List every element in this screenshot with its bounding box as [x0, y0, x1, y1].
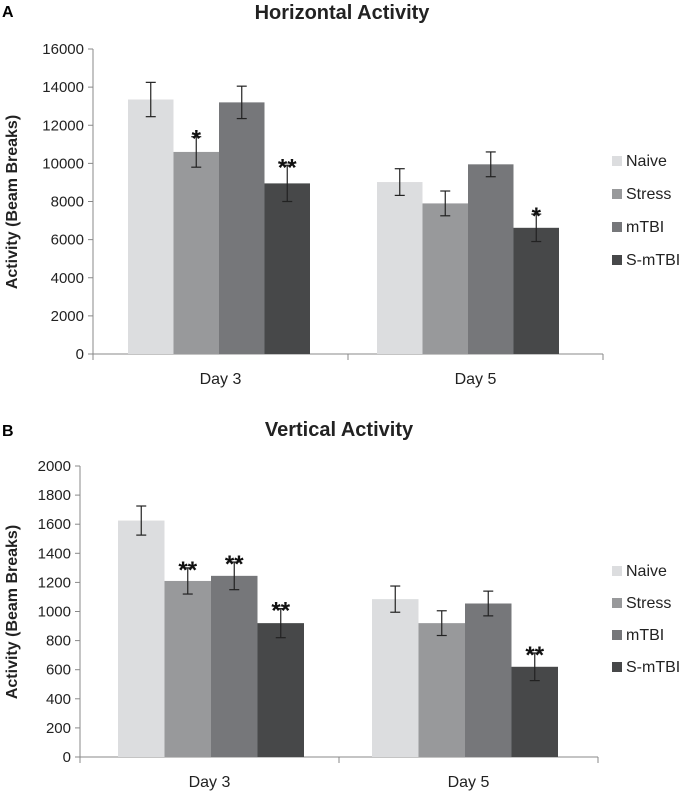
bar-stress-day3	[164, 580, 211, 757]
bar-s-mtbi-day3	[264, 183, 310, 354]
panel-b-vertical-activity: B Vertical Activity Activity (Beam Break…	[2, 419, 680, 791]
bar-naive-day5	[377, 182, 423, 354]
y-tick-label: 12000	[42, 117, 84, 134]
y-tick-label: 4000	[51, 270, 84, 287]
bar-naive-day3	[118, 520, 165, 757]
chart-title-vertical: Vertical Activity	[265, 419, 414, 441]
y-tick-label: 1800	[38, 487, 71, 504]
significance-marker: **	[278, 154, 297, 181]
bar-naive-day3	[128, 99, 174, 354]
legend-swatch-s-mtbi	[612, 662, 622, 672]
y-axis-label-vertical: Activity (Beam Breaks)	[4, 525, 21, 699]
y-tick-label: 600	[46, 662, 71, 679]
legend-swatch-s-mtbi	[612, 255, 622, 265]
x-category-label: Day 3	[200, 371, 242, 388]
panel-a-horizontal-activity: A Horizontal Activity Activity (Beam Bre…	[2, 2, 680, 388]
bar-stress-day5	[422, 203, 468, 354]
legend-swatch-naive	[612, 156, 622, 166]
legend-label-naive: Naive	[626, 153, 667, 170]
legend-swatch-mtbi	[612, 222, 622, 232]
y-tick-label: 400	[46, 691, 71, 708]
legend-label-stress: Stress	[626, 595, 671, 612]
x-category-label: Day 5	[448, 774, 490, 791]
legend-label-mtbi: mTBI	[626, 627, 664, 644]
legend-label-stress: Stress	[626, 186, 671, 203]
y-tick-label: 14000	[42, 79, 84, 96]
y-tick-label: 10000	[42, 155, 84, 172]
significance-marker: **	[225, 551, 244, 578]
legend-label-mtbi: mTBI	[626, 219, 664, 236]
y-tick-label: 1400	[38, 545, 71, 562]
y-tick-label: 0	[63, 749, 71, 766]
bar-mtbi-day3	[211, 575, 258, 757]
significance-marker: **	[271, 598, 290, 625]
y-tick-label: 0	[76, 346, 84, 363]
chart-title-horizontal: Horizontal Activity	[255, 2, 431, 24]
significance-marker: **	[178, 557, 197, 584]
y-axis-label-horizontal: Activity (Beam Breaks)	[4, 115, 21, 289]
x-category-label: Day 5	[455, 371, 497, 388]
bar-naive-day5	[372, 599, 419, 757]
y-tick-label: 1200	[38, 574, 71, 591]
bar-mtbi-day5	[465, 603, 512, 757]
legend-label-s-mtbi: S-mTBI	[626, 252, 680, 269]
bar-s-mtbi-day5	[513, 227, 559, 354]
legend-label-naive: Naive	[626, 563, 667, 580]
bar-s-mtbi-day3	[257, 623, 304, 757]
legend-swatch-stress	[612, 189, 622, 199]
bar-stress-day3	[173, 151, 219, 354]
y-tick-label: 200	[46, 720, 71, 737]
y-tick-label: 800	[46, 633, 71, 650]
y-tick-label: 2000	[51, 308, 84, 325]
y-tick-label: 16000	[42, 41, 84, 58]
y-tick-label: 2000	[38, 458, 71, 475]
bar-mtbi-day3	[219, 102, 265, 354]
y-tick-label: 1000	[38, 604, 71, 621]
y-tick-label: 8000	[51, 194, 84, 211]
x-category-label: Day 3	[189, 774, 231, 791]
panel-label-a: A	[2, 4, 14, 21]
significance-marker: *	[532, 203, 542, 230]
bar-stress-day5	[418, 623, 465, 757]
y-tick-label: 1600	[38, 516, 71, 533]
significance-marker: **	[525, 642, 544, 669]
bar-mtbi-day5	[468, 164, 514, 354]
significance-marker: *	[192, 126, 202, 153]
panel-label-b: B	[2, 423, 14, 440]
legend-swatch-mtbi	[612, 630, 622, 640]
y-tick-label: 6000	[51, 232, 84, 249]
bar-s-mtbi-day5	[511, 666, 558, 757]
legend-swatch-stress	[612, 598, 622, 608]
legend-label-s-mtbi: S-mTBI	[626, 659, 680, 676]
legend-swatch-naive	[612, 566, 622, 576]
